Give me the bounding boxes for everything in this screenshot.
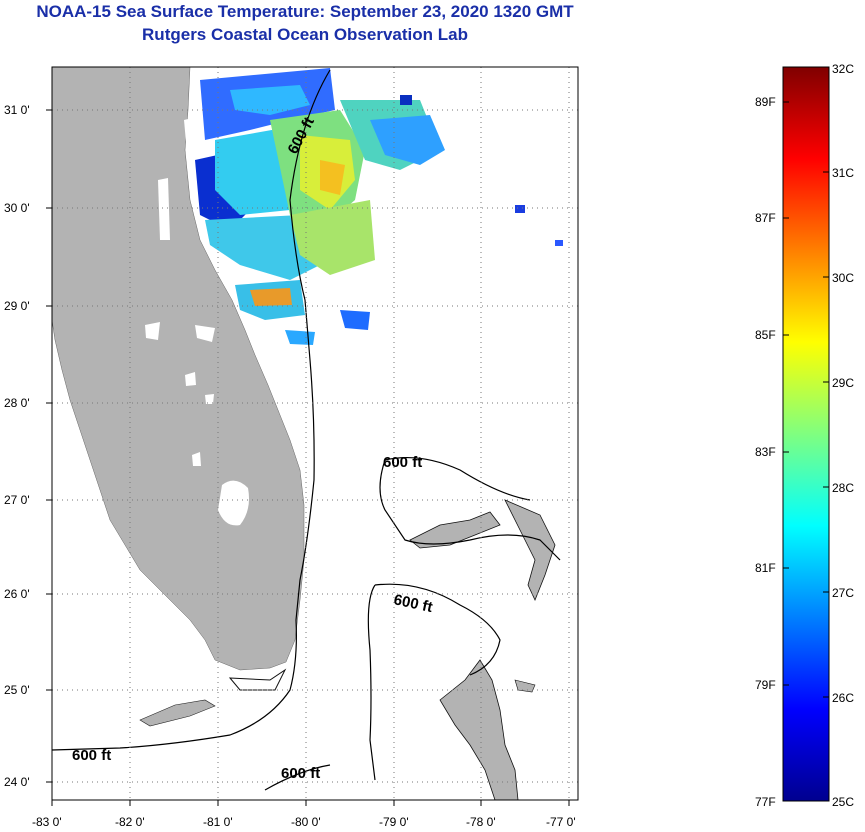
celsius-label: 28C bbox=[832, 481, 854, 495]
sst-data-layer bbox=[195, 68, 563, 345]
contour-label: 600 ft bbox=[383, 454, 422, 471]
lon-tick-label: -81 0' bbox=[203, 815, 233, 829]
lon-tick-label: -82 0' bbox=[115, 815, 145, 829]
contour-label: 600 ft bbox=[281, 765, 320, 782]
fahrenheit-label: 89F bbox=[755, 95, 776, 109]
lake-okeechobee bbox=[218, 480, 249, 526]
lat-tick-label: 28 0' bbox=[4, 396, 30, 410]
colorbar-celsius-scale: 32C 31C 30C 29C 28C 27C 26C 25C bbox=[832, 62, 854, 809]
map-subtitle: Rutgers Coastal Ocean Observation Lab bbox=[142, 25, 468, 44]
grand-bahama-landmass bbox=[409, 511, 501, 549]
fahrenheit-label: 79F bbox=[755, 678, 776, 692]
map-title: NOAA-15 Sea Surface Temperature: Septemb… bbox=[36, 2, 574, 21]
lat-tick-label: 24 0' bbox=[4, 775, 30, 789]
isobath-600ft bbox=[52, 69, 561, 791]
celsius-label: 27C bbox=[832, 586, 854, 600]
colorbar bbox=[782, 66, 830, 802]
celsius-label: 32C bbox=[832, 62, 854, 76]
fahrenheit-label: 77F bbox=[755, 795, 776, 809]
celsius-label: 26C bbox=[832, 691, 854, 705]
lon-tick-label: -79 0' bbox=[379, 815, 409, 829]
fahrenheit-label: 83F bbox=[755, 445, 776, 459]
lat-tick-label: 30 0' bbox=[4, 201, 30, 215]
celsius-label: 31C bbox=[832, 166, 854, 180]
florida-keys bbox=[139, 699, 216, 727]
lon-tick-label: -83 0' bbox=[32, 815, 62, 829]
lat-tick-label: 25 0' bbox=[4, 683, 30, 697]
fahrenheit-label: 87F bbox=[755, 211, 776, 225]
lon-tick-label: -78 0' bbox=[466, 815, 496, 829]
andros-landmass bbox=[439, 659, 519, 800]
fahrenheit-label: 85F bbox=[755, 328, 776, 342]
colorbar-fahrenheit-scale: 89F 87F 85F 83F 81F 79F 77F bbox=[755, 95, 776, 809]
lon-tick-label: -77 0' bbox=[546, 815, 576, 829]
fahrenheit-label: 81F bbox=[755, 561, 776, 575]
lat-tick-label: 31 0' bbox=[4, 103, 30, 117]
celsius-label: 25C bbox=[832, 795, 854, 809]
lat-tick-label: 29 0' bbox=[4, 299, 30, 313]
celsius-label: 29C bbox=[832, 376, 854, 390]
lat-tick-label: 26 0' bbox=[4, 587, 30, 601]
celsius-label: 30C bbox=[832, 271, 854, 285]
lat-tick-label: 27 0' bbox=[4, 493, 30, 507]
lon-tick-label: -80 0' bbox=[291, 815, 321, 829]
contour-label: 600 ft bbox=[72, 747, 111, 764]
graticule bbox=[52, 67, 578, 800]
